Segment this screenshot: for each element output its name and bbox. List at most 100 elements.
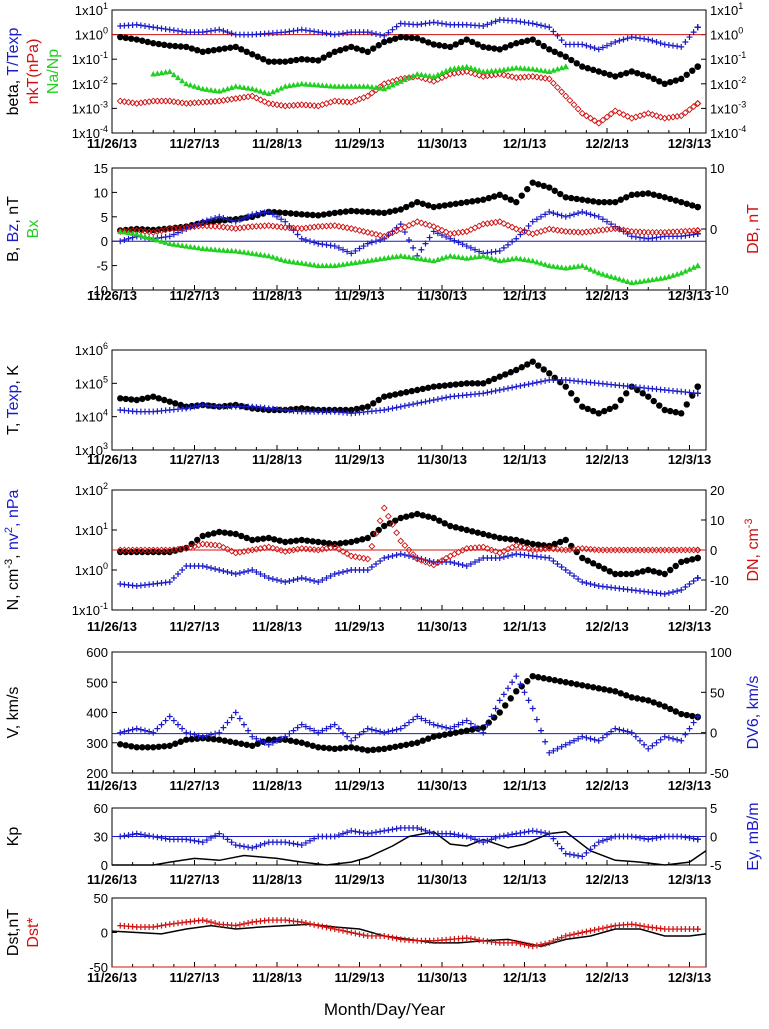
data-point [529,943,536,950]
x-tick-label: 12/1/13 [503,136,546,151]
y-tick-label: 300 [86,736,108,751]
data-point [133,36,140,43]
data-point [203,564,210,570]
data-point [620,36,627,43]
data-point [162,921,169,928]
data-point [359,536,366,543]
data-point [155,743,162,750]
data-point [224,545,231,553]
data-point [122,395,129,403]
data-point [568,390,575,397]
data-point [331,926,338,933]
data-point [582,112,590,120]
data-point [690,29,697,36]
data-point [554,84,561,91]
data-point [683,200,690,207]
data-point [401,542,409,549]
data-point [670,42,676,49]
data-point [637,278,643,284]
data-point [410,254,417,261]
data-point [558,212,565,219]
data-point [337,46,344,54]
data-point [667,407,674,415]
data-point [505,832,511,839]
data-point [364,208,371,216]
data-point [656,701,663,708]
data-point [496,67,503,73]
data-point [406,402,412,408]
data-point [414,713,421,720]
data-point [320,744,327,751]
data-point [463,68,471,75]
data-point [188,736,195,743]
data-point [375,746,382,753]
data-point [505,685,511,692]
data-point [566,96,574,104]
x-tick-label: 11/27/13 [170,619,220,634]
data-point [376,517,384,525]
data-point [377,85,384,91]
data-point [232,530,239,538]
data-point [469,198,476,205]
data-point [216,26,223,33]
data-point [311,81,318,88]
data-point [216,528,223,536]
y-tick-label: 1x103 [75,441,108,458]
plot-frame [111,897,707,968]
data-point [513,939,520,946]
data-point [458,38,465,46]
data-point [517,382,524,389]
data-point [269,544,277,552]
data-point [360,728,367,735]
data-point [540,182,547,190]
data-point [335,261,342,268]
data-point [545,75,553,83]
data-point [199,839,206,846]
data-point [612,198,619,206]
data-point [175,74,181,81]
series-red [116,218,702,240]
data-point [385,29,392,36]
data-point [513,830,520,837]
data-point [298,739,305,746]
data-point [331,571,338,577]
data-point [657,834,664,841]
data-point [128,396,135,403]
data-point [469,528,476,535]
data-point [290,27,297,34]
data-point [344,829,351,836]
data-point [257,210,264,217]
data-point [545,545,553,552]
x-tick-label: 11/29/13 [335,778,385,793]
data-point [529,36,536,43]
data-point [447,522,454,530]
data-point [562,63,569,70]
data-point [389,826,396,833]
data-point [632,921,639,928]
data-point [438,226,446,234]
x-tick-label: 11/26/13 [87,872,137,887]
data-point [554,745,561,752]
data-point [645,235,652,242]
data-point [535,362,542,369]
x-tick-label: 11/27/13 [170,872,220,887]
y-tick-label-right: 10 [710,513,724,528]
data-point [579,63,586,70]
data-point [323,575,330,581]
data-point [641,277,648,284]
data-point [220,247,227,253]
data-point [150,70,157,77]
x-tick-label: 11/30/13 [417,778,467,793]
y-tick-label-right: 0 [710,726,717,741]
data-point [241,249,247,255]
data-point [484,254,491,260]
data-point [566,264,573,270]
data-point [372,530,380,537]
data-point [208,731,214,738]
data-point [228,570,235,576]
data-point [261,840,268,847]
data-point [568,194,575,202]
data-point [441,42,448,50]
data-point [463,717,470,724]
data-point [694,227,702,234]
